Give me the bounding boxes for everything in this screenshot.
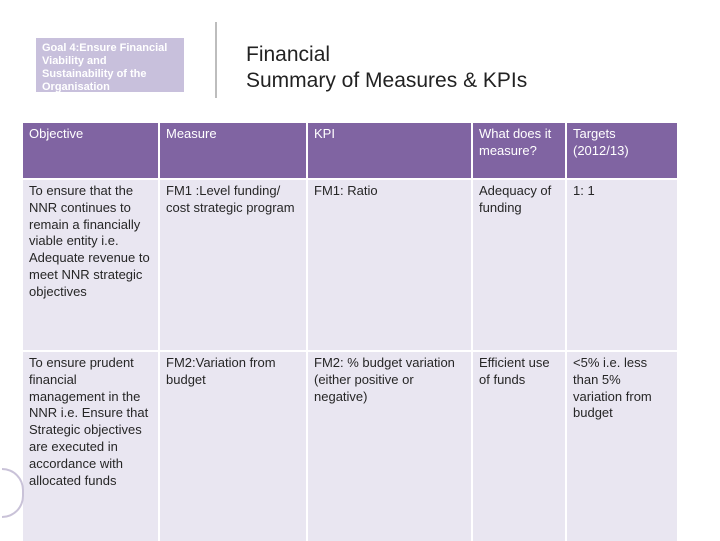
column-header-objective: Objective — [23, 123, 160, 179]
column-header-measure: Measure — [159, 123, 308, 179]
cell-measure: FM1 :Level funding/ cost strategic progr… — [159, 179, 308, 351]
goal-line: Organisation — [42, 81, 110, 92]
table-header-row: Objective Measure KPI What does it measu… — [23, 123, 677, 179]
goal-label-box: Goal 4:Ensure Financial Viability and Su… — [36, 38, 184, 92]
kpi-table: Objective Measure KPI What does it measu… — [23, 123, 677, 541]
title-line-1: Financial — [246, 43, 331, 66]
cell-objective: To ensure that the NNR continues to rema… — [23, 179, 160, 351]
goal-line: Goal 4:Ensure Financial — [42, 42, 168, 54]
goal-line: Viability and — [42, 55, 107, 67]
cell-measure: FM2:Variation from budget — [159, 351, 308, 541]
cell-what: Adequacy of funding — [472, 179, 567, 351]
column-header-kpi: KPI — [307, 123, 473, 179]
table-row: To ensure that the NNR continues to rema… — [23, 179, 677, 351]
column-header-what: What does it measure? — [472, 123, 567, 179]
cell-objective: To ensure prudent financial management i… — [23, 351, 160, 541]
title-line-2: Summary of Measures & KPIs — [246, 69, 528, 92]
table-row: To ensure prudent financial management i… — [23, 351, 677, 541]
logo-seal-icon — [2, 468, 24, 518]
page-title: Financial Summary of Measures & KPIs — [246, 42, 626, 94]
goal-line: Sustainability of the — [42, 68, 147, 80]
cell-target: <5% i.e. less than 5% variation from bud… — [573, 355, 652, 421]
cell-what: Efficient use of funds — [472, 351, 567, 541]
column-header-targets: Targets (2012/13) — [573, 126, 629, 158]
cell-kpi: FM1: Ratio — [307, 179, 473, 351]
cell-target: 1: 1 — [573, 183, 595, 198]
cell-kpi: FM2: % budget variation (either positive… — [307, 351, 473, 541]
header-divider — [215, 22, 217, 98]
